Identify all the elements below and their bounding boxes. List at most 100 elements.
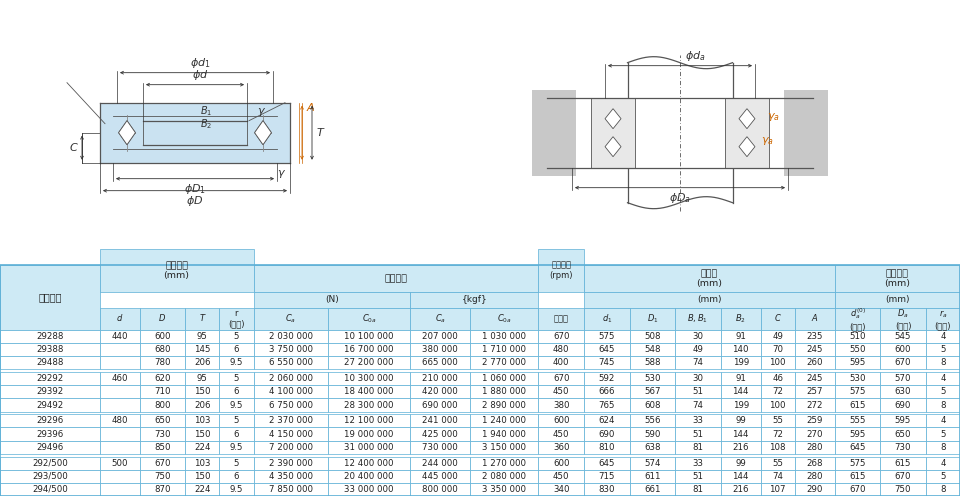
Bar xyxy=(219,414,253,428)
Bar xyxy=(139,428,185,440)
Text: C: C xyxy=(69,143,77,153)
Text: 216: 216 xyxy=(732,485,749,494)
Text: 380 000: 380 000 xyxy=(422,345,458,354)
Text: 9.5: 9.5 xyxy=(229,485,243,494)
Bar xyxy=(410,330,470,343)
Bar xyxy=(219,356,253,370)
Bar xyxy=(925,414,960,428)
Text: 1 030 000: 1 030 000 xyxy=(482,332,526,341)
Text: $C_{0a}$: $C_{0a}$ xyxy=(362,313,376,325)
Bar xyxy=(100,330,139,343)
Text: 7 200 000: 7 200 000 xyxy=(269,443,313,452)
Bar xyxy=(630,398,675,412)
Text: d: d xyxy=(117,314,122,323)
Text: 2 890 000: 2 890 000 xyxy=(482,400,526,410)
Text: $C_{0a}$: $C_{0a}$ xyxy=(497,313,512,325)
Bar xyxy=(675,483,721,496)
Text: 95: 95 xyxy=(197,332,207,341)
Bar xyxy=(584,330,630,343)
Text: 690: 690 xyxy=(895,400,911,410)
Text: D: D xyxy=(159,314,166,323)
Text: 51: 51 xyxy=(692,430,704,438)
Text: 765: 765 xyxy=(598,400,615,410)
Text: (N): (N) xyxy=(325,296,339,305)
Text: 800 000: 800 000 xyxy=(422,485,458,494)
Bar xyxy=(795,440,834,454)
Bar xyxy=(795,456,834,470)
Bar xyxy=(100,470,139,483)
Bar xyxy=(584,356,630,370)
Bar xyxy=(253,456,327,470)
Text: 280: 280 xyxy=(806,443,823,452)
Text: 10 300 000: 10 300 000 xyxy=(344,374,394,383)
Bar xyxy=(253,385,327,398)
Bar xyxy=(327,398,410,412)
Bar xyxy=(760,398,795,412)
Bar xyxy=(925,343,960,356)
Bar xyxy=(760,343,795,356)
Text: 5: 5 xyxy=(233,417,239,426)
Bar xyxy=(139,385,185,398)
Bar xyxy=(410,356,470,370)
Bar xyxy=(760,483,795,496)
Bar xyxy=(139,483,185,496)
Bar xyxy=(584,456,630,470)
Bar xyxy=(185,483,219,496)
Text: 8: 8 xyxy=(940,400,946,410)
Text: $B_2$: $B_2$ xyxy=(200,117,212,130)
Text: 28 300 000: 28 300 000 xyxy=(344,400,394,410)
Polygon shape xyxy=(119,121,135,145)
Bar xyxy=(675,372,721,385)
Text: $\phi d_1$: $\phi d_1$ xyxy=(190,56,210,69)
Text: 670: 670 xyxy=(155,459,171,468)
Bar xyxy=(539,428,584,440)
Bar xyxy=(880,456,925,470)
Text: 570: 570 xyxy=(895,374,911,383)
Text: 670: 670 xyxy=(895,472,911,481)
Text: 850: 850 xyxy=(155,443,171,452)
Text: 270: 270 xyxy=(806,430,823,438)
Text: 8: 8 xyxy=(940,443,946,452)
Bar xyxy=(675,385,721,398)
Bar xyxy=(253,428,327,440)
Text: $\gamma$: $\gamma$ xyxy=(277,168,286,180)
Bar xyxy=(925,356,960,370)
Text: 1 940 000: 1 940 000 xyxy=(482,430,526,438)
Text: 8: 8 xyxy=(940,485,946,494)
Polygon shape xyxy=(532,90,576,176)
Bar xyxy=(185,356,219,370)
Bar xyxy=(139,356,185,370)
Bar xyxy=(721,428,760,440)
Bar xyxy=(139,330,185,343)
Text: 49: 49 xyxy=(772,332,783,341)
Bar xyxy=(327,308,410,330)
Text: 100: 100 xyxy=(769,358,786,368)
Text: 460: 460 xyxy=(111,374,128,383)
Bar xyxy=(410,308,470,330)
Text: 19 000 000: 19 000 000 xyxy=(345,430,394,438)
Text: 670: 670 xyxy=(553,374,569,383)
Text: 650: 650 xyxy=(895,430,911,438)
Text: 140: 140 xyxy=(732,345,749,354)
Text: 600: 600 xyxy=(895,345,911,354)
Text: 5: 5 xyxy=(233,374,239,383)
Text: T: T xyxy=(200,314,204,323)
Bar xyxy=(675,330,721,343)
Text: $C_a$: $C_a$ xyxy=(435,313,445,325)
Text: 440: 440 xyxy=(111,332,128,341)
Text: 6: 6 xyxy=(233,387,239,396)
Bar xyxy=(584,292,834,308)
Bar xyxy=(253,343,327,356)
Bar xyxy=(327,385,410,398)
Text: $\phi d_a$: $\phi d_a$ xyxy=(684,49,706,62)
Text: 445 000: 445 000 xyxy=(422,472,458,481)
Text: 615: 615 xyxy=(850,472,866,481)
Bar xyxy=(0,456,100,470)
Bar xyxy=(760,414,795,428)
Text: 244 000: 244 000 xyxy=(422,459,458,468)
Bar xyxy=(834,330,880,343)
Bar xyxy=(139,440,185,454)
Text: 95: 95 xyxy=(197,374,207,383)
Bar xyxy=(760,456,795,470)
Text: 575: 575 xyxy=(850,387,866,396)
